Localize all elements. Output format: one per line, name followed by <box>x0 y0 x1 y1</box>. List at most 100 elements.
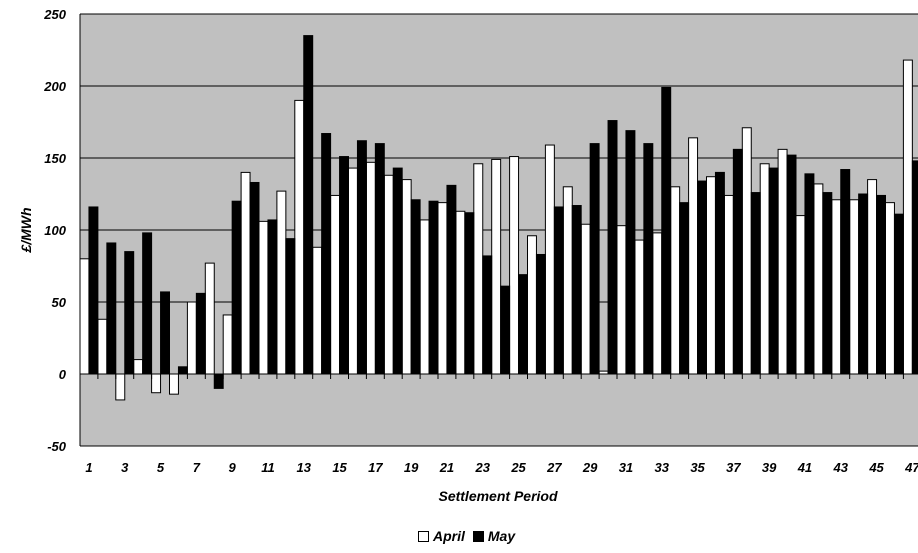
bar-april-43 <box>831 199 842 375</box>
bar-may-41 <box>804 173 815 375</box>
bar-may-26 <box>535 253 546 375</box>
bar-may-13 <box>303 35 314 375</box>
bar-may-46 <box>893 213 904 375</box>
bar-april-44 <box>849 199 860 375</box>
y-tick-label: -50 <box>47 439 67 454</box>
legend-item-may: May <box>472 528 516 544</box>
bar-may-22 <box>464 212 475 375</box>
bar-may-9 <box>231 200 242 375</box>
bar-april-22 <box>455 210 466 375</box>
bar-may-10 <box>249 181 260 375</box>
legend-swatch-may <box>472 530 484 542</box>
bar-april-4 <box>133 359 144 375</box>
bar-april-32 <box>634 239 645 375</box>
bar-may-25 <box>518 274 528 375</box>
bar-april-47 <box>902 59 913 375</box>
x-axis-title: Settlement Period <box>438 488 557 504</box>
bar-april-35 <box>688 137 699 375</box>
bar-april-41 <box>795 215 806 375</box>
x-tick-label: 31 <box>619 460 633 475</box>
bar-april-25 <box>509 156 520 375</box>
x-tick-label: 23 <box>475 460 491 475</box>
bar-may-1 <box>88 206 99 375</box>
bar-april-31 <box>616 225 627 375</box>
bar-april-39 <box>759 163 770 375</box>
legend-label-may: May <box>487 528 516 544</box>
x-tick-label: 35 <box>690 460 705 475</box>
bar-may-17 <box>374 143 385 375</box>
bar-april-3 <box>115 373 126 401</box>
bar-may-14 <box>321 133 332 375</box>
bar-may-18 <box>392 167 403 375</box>
x-tick-label: 11 <box>261 460 275 475</box>
bar-may-28 <box>571 205 582 375</box>
bar-april-42 <box>813 183 824 375</box>
x-tick-label: 29 <box>582 460 598 475</box>
bar-may-6 <box>177 366 188 375</box>
bar-april-10 <box>240 171 251 375</box>
y-tick-label: 0 <box>59 367 67 382</box>
bar-april-33 <box>652 232 663 375</box>
bar-may-47 <box>911 160 918 375</box>
bar-april-20 <box>419 219 430 375</box>
x-tick-label: 13 <box>297 460 312 475</box>
bar-may-32 <box>643 143 654 375</box>
x-tick-label: 19 <box>404 460 419 475</box>
y-tick-label: 50 <box>52 295 67 310</box>
bar-may-29 <box>589 143 600 375</box>
bar-april-38 <box>741 127 752 375</box>
bar-april-40 <box>777 148 788 375</box>
bar-april-26 <box>527 235 537 375</box>
x-tick-label: 27 <box>546 460 562 475</box>
bar-april-16 <box>348 167 358 375</box>
bar-april-21 <box>437 202 448 375</box>
bar-april-2 <box>97 318 108 375</box>
bar-may-30 <box>607 120 618 375</box>
x-tick-label: 3 <box>121 460 129 475</box>
x-tick-label: 39 <box>762 460 777 475</box>
bar-april-37 <box>723 194 734 375</box>
bar-may-5 <box>160 291 171 375</box>
bar-may-42 <box>822 192 833 375</box>
bar-may-20 <box>428 200 439 375</box>
x-tick-label: 7 <box>193 460 201 475</box>
bar-may-44 <box>858 193 869 375</box>
x-tick-label: 25 <box>510 460 526 475</box>
bar-april-29 <box>580 223 591 375</box>
bar-may-16 <box>356 140 367 375</box>
legend-item-april: April <box>418 528 465 544</box>
bar-april-6 <box>169 373 179 395</box>
bar-may-31 <box>625 130 636 375</box>
x-tick-label: 15 <box>332 460 347 475</box>
bar-may-27 <box>553 206 564 375</box>
bar-may-8 <box>213 373 224 389</box>
bar-april-34 <box>670 186 681 375</box>
bar-may-45 <box>876 194 886 375</box>
y-tick-label: 150 <box>44 151 66 166</box>
x-tick-label: 17 <box>368 460 383 475</box>
bar-may-24 <box>500 285 511 375</box>
bar-april-13 <box>294 99 305 375</box>
bar-april-28 <box>562 186 573 375</box>
bar-april-24 <box>491 158 502 375</box>
x-tick-label: 47 <box>904 460 918 475</box>
bar-may-12 <box>285 238 296 375</box>
bar-april-1 <box>79 258 90 375</box>
x-tick-label: 5 <box>157 460 165 475</box>
bar-may-19 <box>410 199 421 375</box>
bar-april-8 <box>204 262 215 375</box>
x-tick-label: 9 <box>229 460 237 475</box>
bar-may-37 <box>732 148 743 375</box>
legend-swatch-april <box>418 530 429 542</box>
bar-april-19 <box>401 179 412 375</box>
bar-april-12 <box>276 190 287 375</box>
x-tick-label: 45 <box>868 460 884 475</box>
bar-may-2 <box>106 242 117 375</box>
bar-may-39 <box>768 167 779 375</box>
bar-april-27 <box>544 144 555 375</box>
bar-may-38 <box>750 192 761 375</box>
legend-label-april: April <box>433 528 465 544</box>
bar-may-34 <box>679 202 690 375</box>
legend: April May <box>418 528 523 544</box>
x-tick-label: 41 <box>797 460 812 475</box>
